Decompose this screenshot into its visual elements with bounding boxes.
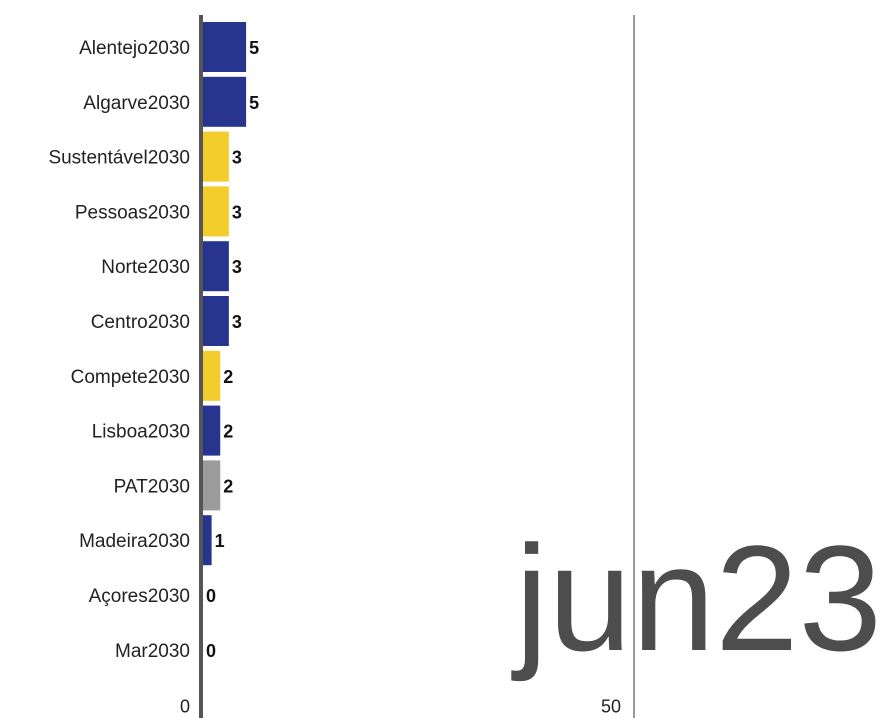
period-label: jun23 <box>511 514 882 682</box>
category-label: Açores2030 <box>89 586 190 607</box>
category-label: Norte2030 <box>101 257 190 278</box>
value-label: 5 <box>249 38 259 58</box>
category-label: Alentejo2030 <box>79 38 190 59</box>
category-label: Sustentável2030 <box>48 148 190 169</box>
value-label: 3 <box>232 312 242 332</box>
bar <box>203 131 229 182</box>
bar <box>203 186 229 237</box>
bar <box>203 515 212 566</box>
bar <box>203 296 229 346</box>
value-label: 2 <box>223 367 233 387</box>
x-tick-label: 0 <box>180 697 190 717</box>
category-label: Mar2030 <box>115 641 190 662</box>
bar <box>203 241 229 292</box>
bar <box>203 76 247 127</box>
bar <box>203 405 221 456</box>
x-tick-label: 50 <box>601 697 621 717</box>
category-label: Centro2030 <box>91 312 190 333</box>
category-label: Lisboa2030 <box>92 422 190 443</box>
bar <box>203 350 221 401</box>
value-label: 0 <box>206 586 216 606</box>
category-labels: Alentejo2030 Algarve2030 Sustentável2030 Pe… <box>48 38 190 662</box>
category-label: PAT2030 <box>114 476 190 497</box>
value-labels: 5 5 3 3 3 3 2 2 2 1 0 0 <box>206 38 259 661</box>
bar <box>203 22 247 72</box>
tick-labels: 0 50 <box>180 697 621 717</box>
value-label: 3 <box>232 257 242 277</box>
category-label: Compete2030 <box>71 367 190 388</box>
value-label: 5 <box>249 93 259 113</box>
category-label: Algarve2030 <box>83 93 190 114</box>
value-label: 2 <box>223 422 233 442</box>
bars-group <box>203 22 247 566</box>
category-label: Pessoas2030 <box>75 202 190 223</box>
value-label: 3 <box>232 202 242 222</box>
category-label: Madeira2030 <box>79 531 190 552</box>
value-label: 2 <box>223 476 233 496</box>
value-label: 1 <box>215 531 225 551</box>
value-label: 0 <box>206 641 216 661</box>
value-label: 3 <box>232 148 242 168</box>
bar <box>203 460 221 511</box>
